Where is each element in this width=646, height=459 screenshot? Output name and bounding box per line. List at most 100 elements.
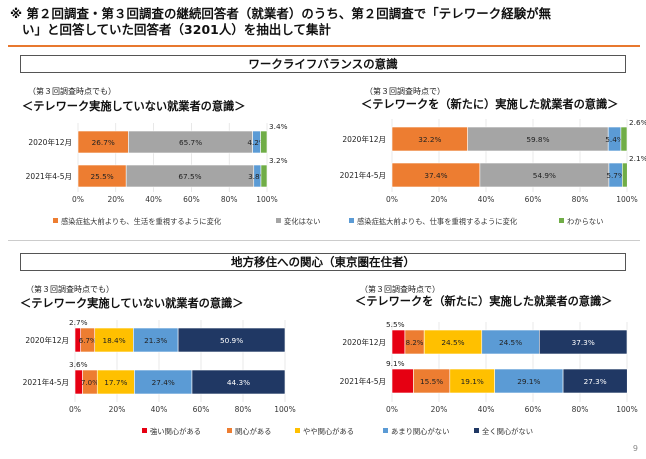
legend-label: あまり関心がない	[391, 427, 449, 436]
x-tick-label: 100%	[616, 195, 637, 204]
data-label: 50.9%	[220, 336, 243, 345]
legend-swatch	[276, 218, 281, 223]
data-label: 2.7%	[69, 318, 88, 327]
bar-segment	[479, 162, 610, 188]
x-tick-label: 60%	[183, 195, 200, 204]
x-tick-label: 60%	[193, 405, 210, 414]
x-tick-label: 100%	[616, 405, 637, 414]
bar-segment	[620, 126, 628, 152]
data-label: 2.6%	[629, 118, 646, 127]
x-tick-label: 20%	[107, 195, 124, 204]
data-label: 65.7%	[179, 138, 202, 147]
chart-subtitle: （第３回調査時点で）	[365, 86, 445, 96]
data-label: 8.2%	[406, 339, 424, 347]
bar-segment	[449, 368, 495, 394]
data-label: 27.3%	[584, 377, 607, 386]
data-label: 3.4%	[269, 122, 288, 131]
legend-swatch	[349, 218, 354, 223]
data-label: 37.3%	[572, 338, 595, 347]
title-line-1: ※ 第２回調査・第３回調査の継続回答者（就業者）のうち、第２回調査で「テレワーク…	[10, 6, 552, 21]
data-label: 15.5%	[420, 377, 443, 386]
bar-segment	[94, 327, 134, 353]
category-label: 2020年12月	[25, 335, 69, 345]
x-tick-label: 0%	[386, 195, 398, 204]
chart-title: ＜テレワークを（新たに）実施した就業者の意識＞	[361, 97, 618, 111]
bar-segment	[96, 369, 135, 395]
legend-label: 感染症拡大前よりも、生活を重視するように変化	[61, 217, 222, 226]
bar-segment	[391, 329, 406, 355]
legend-label: 関心がある	[235, 427, 271, 436]
data-label: 37.4%	[424, 171, 447, 180]
x-tick-label: 40%	[145, 195, 162, 204]
legend-swatch	[295, 428, 300, 433]
data-label: 21.3%	[144, 336, 167, 345]
data-label: 18.4%	[102, 336, 125, 345]
category-label: 2020年12月	[342, 337, 386, 347]
x-tick-label: 20%	[431, 405, 448, 414]
data-label: 24.5%	[441, 338, 464, 347]
x-tick-label: 60%	[525, 195, 542, 204]
bar-segment	[621, 162, 628, 188]
legend-swatch	[227, 428, 232, 433]
category-label: 2021年4-5月	[26, 171, 72, 181]
bar-segment	[413, 368, 451, 394]
data-label: 67.5%	[178, 172, 201, 181]
data-label: 29.1%	[517, 377, 540, 386]
bar-segment	[260, 164, 268, 188]
legend-label: 変化はない	[284, 217, 320, 226]
section-divider	[8, 240, 640, 241]
section-header-wlb: ワークライフバランスの意識	[20, 55, 626, 73]
data-label: 3.2%	[269, 156, 288, 165]
legend-label: 感染症拡大前よりも、仕事を重視するように変化	[357, 217, 518, 226]
chart-subtitle: （第３回調査時点で）	[360, 284, 440, 294]
data-label: 9.1%	[386, 359, 405, 368]
section-header-relocation: 地方移住への関心（東京圏在住者）	[20, 253, 626, 271]
x-tick-label: 100%	[274, 405, 295, 414]
title-rule	[8, 45, 640, 47]
legend-label: 強い関心がある	[150, 427, 201, 436]
data-label: 5.7%	[606, 171, 625, 180]
bar-segment	[177, 327, 286, 353]
bar-segment	[260, 130, 268, 154]
data-label: 3.6%	[69, 360, 88, 369]
x-tick-label: 20%	[431, 195, 448, 204]
bar-segment	[562, 368, 628, 394]
category-label: 2021年4-5月	[340, 376, 386, 386]
legend-swatch	[142, 428, 147, 433]
bar-segment	[467, 126, 609, 152]
bar-segment	[133, 327, 179, 353]
x-tick-label: 0%	[69, 405, 81, 414]
chart-title: ＜テレワーク実施していない就業者の意識＞	[20, 296, 243, 310]
data-label: 17.7%	[104, 378, 127, 387]
data-label: 32.2%	[418, 135, 441, 144]
data-label: 2.1%	[629, 154, 646, 163]
chart-title: ＜テレワークを（新たに）実施した就業者の意識＞	[355, 294, 612, 308]
title-line-2: い」と回答していた回答者（3201人）を抽出して集計	[22, 22, 331, 37]
category-label: 2021年4-5月	[340, 170, 386, 180]
legend-label: 全く関心がない	[482, 427, 533, 436]
bar-segment	[391, 162, 481, 188]
data-label: 54.9%	[533, 171, 556, 180]
data-label: 19.1%	[461, 377, 484, 386]
chart-title: ＜テレワーク実施していない就業者の意識＞	[22, 99, 245, 113]
category-label: 2020年12月	[342, 134, 386, 144]
x-tick-label: 40%	[478, 405, 495, 414]
x-tick-label: 40%	[151, 405, 168, 414]
legend-label: やや関心がある	[303, 427, 354, 436]
legend-swatch	[474, 428, 479, 433]
legend-swatch	[383, 428, 388, 433]
data-label: 24.5%	[499, 338, 522, 347]
data-label: 25.5%	[91, 172, 114, 181]
x-tick-label: 0%	[72, 195, 84, 204]
x-tick-label: 100%	[256, 195, 277, 204]
bar-segment	[539, 329, 628, 355]
chart-subtitle: （第３回調査時点でも）	[28, 86, 116, 96]
x-tick-label: 40%	[478, 195, 495, 204]
page-title: ※ 第２回調査・第３回調査の継続回答者（就業者）のうち、第２回調査で「テレワーク…	[10, 6, 636, 38]
data-label: 44.3%	[227, 378, 250, 387]
legend-swatch	[559, 218, 564, 223]
data-label: 5.5%	[386, 320, 405, 329]
bar-segment	[191, 369, 286, 395]
